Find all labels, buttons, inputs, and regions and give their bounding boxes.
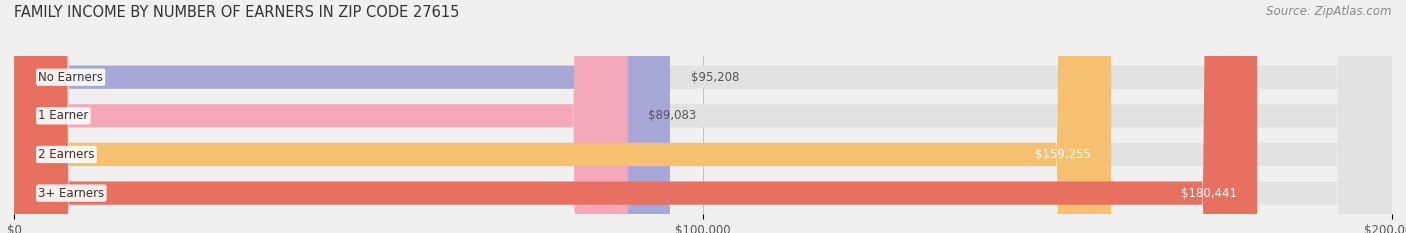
FancyBboxPatch shape: [14, 0, 1392, 233]
Text: 1 Earner: 1 Earner: [38, 109, 89, 122]
Text: Source: ZipAtlas.com: Source: ZipAtlas.com: [1267, 5, 1392, 18]
Text: No Earners: No Earners: [38, 71, 103, 84]
Text: FAMILY INCOME BY NUMBER OF EARNERS IN ZIP CODE 27615: FAMILY INCOME BY NUMBER OF EARNERS IN ZI…: [14, 5, 460, 20]
FancyBboxPatch shape: [14, 0, 1392, 233]
Text: 2 Earners: 2 Earners: [38, 148, 94, 161]
Text: $89,083: $89,083: [648, 109, 697, 122]
FancyBboxPatch shape: [14, 0, 671, 233]
Text: $159,255: $159,255: [1035, 148, 1091, 161]
FancyBboxPatch shape: [14, 0, 628, 233]
FancyBboxPatch shape: [14, 0, 1111, 233]
FancyBboxPatch shape: [14, 0, 1392, 233]
Text: $180,441: $180,441: [1181, 187, 1236, 200]
Text: 3+ Earners: 3+ Earners: [38, 187, 104, 200]
FancyBboxPatch shape: [14, 0, 1392, 233]
FancyBboxPatch shape: [14, 0, 1257, 233]
Text: $95,208: $95,208: [690, 71, 740, 84]
